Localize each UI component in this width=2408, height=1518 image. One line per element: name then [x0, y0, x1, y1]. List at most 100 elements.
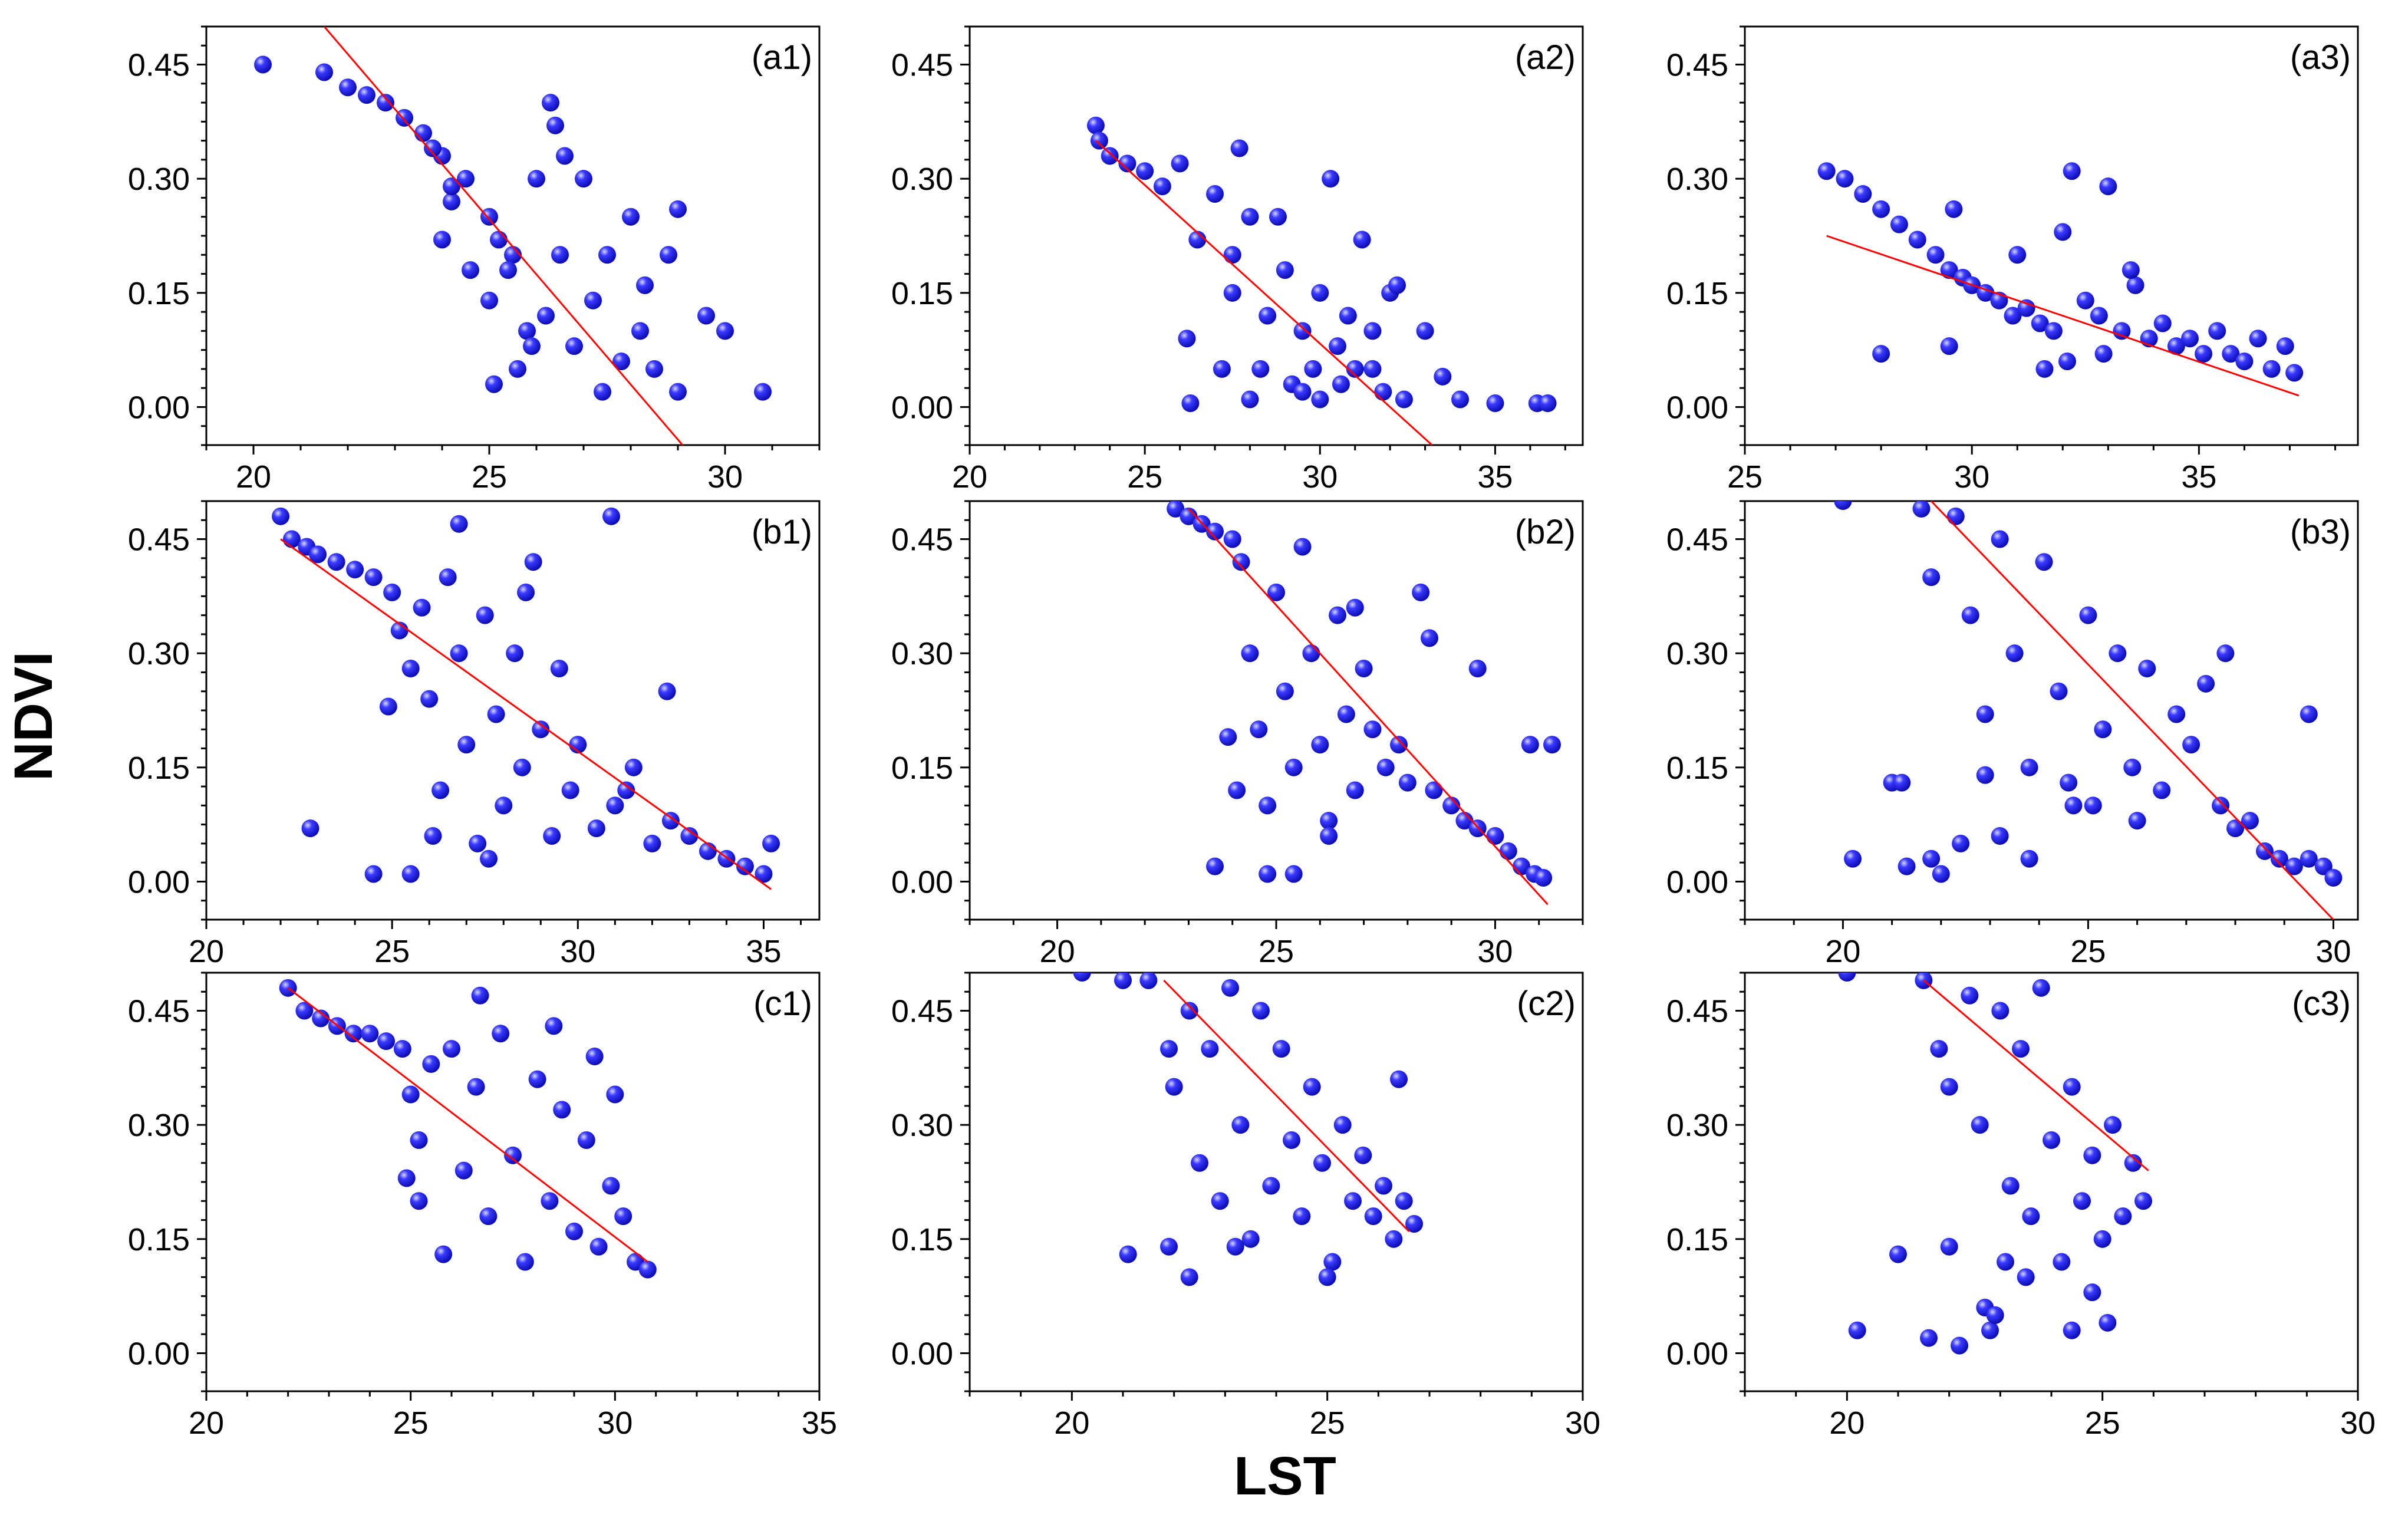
scatter-point — [1946, 507, 1965, 525]
y-tick-label: 0.45 — [891, 48, 953, 83]
scatter-point — [2285, 857, 2303, 875]
scatter-point — [550, 660, 568, 677]
scatter-point — [504, 246, 522, 264]
scatter-point — [1272, 1040, 1290, 1058]
scatter-point — [1539, 394, 1557, 412]
scatter-point — [606, 1085, 624, 1104]
y-tick-label: 0.45 — [128, 994, 190, 1029]
scatter-point — [1374, 383, 1392, 401]
scatter-point — [1311, 736, 1329, 754]
scatter-point — [1320, 827, 1338, 845]
y-tick-label: 0.30 — [128, 162, 190, 197]
scatter-point — [377, 94, 394, 112]
scatter-point — [410, 1131, 428, 1149]
scatter-point — [1872, 345, 1890, 363]
scatter-point — [1241, 1230, 1260, 1248]
scatter-point — [2084, 796, 2102, 815]
scatter-point — [645, 360, 663, 378]
scatter-point — [1385, 1230, 1403, 1248]
x-tick-label: 20 — [1054, 1405, 1089, 1441]
scatter-point — [1981, 1321, 1999, 1339]
scatter-point — [2050, 682, 2068, 700]
scatter-point — [2058, 353, 2076, 370]
scatter-point — [471, 986, 489, 1005]
scatter-point — [1180, 507, 1198, 525]
y-tick-label: 0.30 — [891, 636, 953, 671]
panel-label: (b1) — [752, 513, 812, 551]
scatter-point — [2090, 307, 2108, 325]
scatter-point — [401, 660, 420, 677]
y-tick-label: 0.00 — [128, 390, 190, 425]
scatter-point — [1872, 200, 1890, 218]
scatter-point — [1223, 246, 1241, 264]
scatter-point — [622, 208, 640, 226]
plot-frame — [969, 25, 1584, 446]
scatter-point — [528, 1070, 546, 1088]
scatter-point — [2241, 812, 2259, 830]
x-tick-label: 30 — [2340, 1405, 2376, 1441]
x-tick-label: 25 — [393, 1405, 429, 1441]
scatter-point — [450, 515, 468, 533]
scatter-point — [2138, 660, 2156, 677]
scatter-point — [617, 781, 635, 799]
scatter-point — [1160, 1040, 1178, 1058]
scatter-point — [506, 644, 524, 663]
scatter-point — [1311, 284, 1329, 302]
scatter-point — [575, 170, 592, 188]
scatter-point — [254, 55, 272, 74]
x-tick-label: 30 — [1565, 1405, 1600, 1441]
fit-line — [1163, 979, 1410, 1232]
y-tick-label: 0.15 — [128, 276, 190, 311]
scatter-point — [1181, 394, 1200, 412]
scatter-point — [309, 545, 327, 564]
scatter-point — [457, 170, 475, 188]
scatter-point — [1191, 1154, 1208, 1172]
scatter-point — [1416, 322, 1434, 340]
scatter-point — [480, 291, 498, 309]
scatter-point — [1908, 231, 1926, 249]
scatter-point — [2255, 842, 2274, 860]
y-tick-label: 0.30 — [128, 1108, 190, 1143]
scatter-point — [1322, 170, 1340, 188]
x-tick-label: 30 — [2315, 934, 2351, 969]
y-tick-label: 0.00 — [128, 864, 190, 900]
scatter-point — [1329, 606, 1346, 624]
scatter-point — [546, 116, 564, 134]
scatter-point — [2005, 644, 2024, 663]
scatter-point — [661, 812, 680, 830]
scatter-point — [1991, 1002, 2010, 1020]
scatter-point — [1160, 1237, 1178, 1256]
scatter-point — [1434, 367, 1452, 386]
scatter-point — [443, 177, 460, 196]
scatter-point — [383, 583, 401, 601]
scatter-point — [1211, 1192, 1229, 1210]
scatter-series — [272, 507, 780, 883]
scatter-point — [2180, 330, 2199, 348]
scatter-point — [1971, 1116, 1989, 1134]
x-tick-label: 20 — [236, 459, 271, 495]
y-tick-label: 0.15 — [1666, 276, 1728, 311]
scatter-point — [565, 1222, 583, 1240]
y-axis-title: NDVI — [4, 651, 64, 781]
scatter-point — [1912, 501, 1931, 518]
scatter-point — [2001, 1177, 2020, 1195]
scatter-point — [2249, 330, 2267, 348]
fit-line — [287, 987, 648, 1263]
scatter-point — [658, 682, 676, 700]
y-tick-label: 0.00 — [1666, 864, 1728, 900]
scatter-point — [2153, 314, 2172, 332]
scatter-point — [669, 200, 687, 218]
scatter-point — [1534, 869, 1553, 887]
scatter-point — [2063, 162, 2081, 180]
fit-line — [1826, 235, 2300, 397]
scatter-point — [390, 621, 409, 640]
scatter-point — [2008, 246, 2027, 264]
x-tick-label: 20 — [1825, 934, 1860, 969]
x-tick-label: 20 — [189, 1405, 224, 1441]
scatter-point — [1922, 568, 1941, 587]
scatter-point — [1231, 1116, 1250, 1134]
panel-b2: 20 25 30 0.00 0.15 0.30 0.45 (b2) — [891, 500, 1584, 969]
scatter-point — [433, 231, 451, 249]
x-tick-label: 30 — [707, 459, 743, 495]
scatter-point — [1219, 728, 1237, 746]
